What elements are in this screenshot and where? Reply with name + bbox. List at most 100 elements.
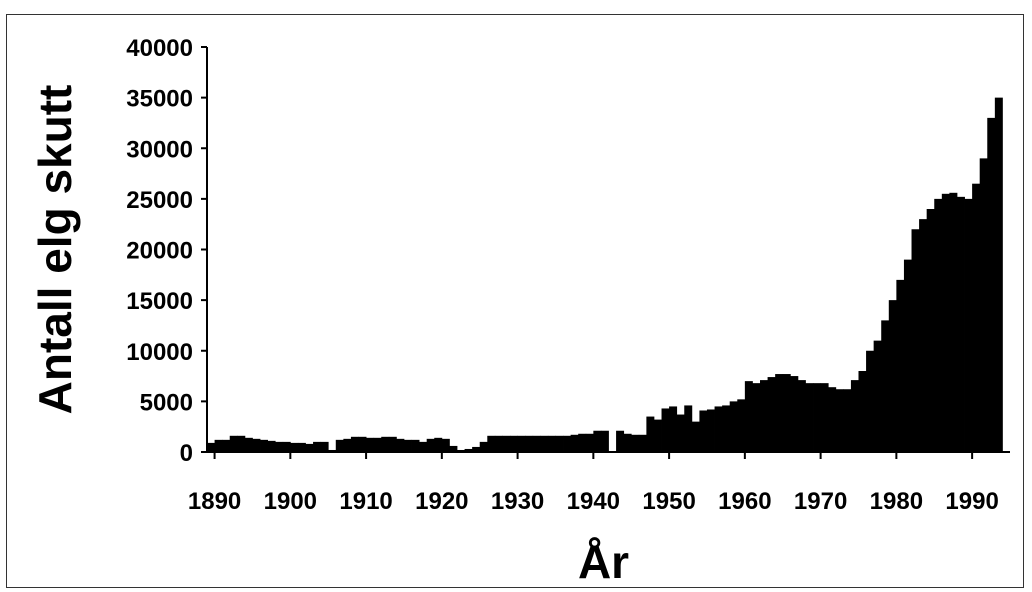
bar-1984: [926, 209, 935, 452]
bar-1985: [934, 198, 943, 453]
bar-1968: [805, 383, 814, 452]
bar-1936: [563, 435, 572, 452]
bar-1909: [358, 436, 367, 452]
bar-1928: [502, 435, 511, 452]
y-tick-label: 15000: [126, 288, 193, 315]
bar-1912: [381, 436, 390, 452]
bar-1992: [987, 117, 996, 453]
bar-1919: [434, 437, 443, 452]
bar-1941: [600, 430, 609, 452]
bar-1927: [494, 435, 503, 452]
bar-1957: [722, 405, 731, 452]
bar-1894: [244, 437, 253, 452]
bar-1977: [873, 340, 882, 453]
bar-1970: [820, 383, 829, 452]
bars-group: [207, 97, 1003, 453]
bar-1990: [972, 183, 981, 452]
bar-1965: [782, 374, 791, 452]
bar-1931: [525, 435, 534, 452]
bar-1987: [949, 192, 958, 453]
bar-1949: [661, 408, 670, 452]
y-ticks-group: 0 5000 10000 15000 20000 25000 30000 35000 40000: [126, 35, 207, 467]
bar-1914: [396, 438, 405, 452]
bar-1911: [373, 437, 382, 452]
bar-1993: [994, 97, 1003, 453]
x-tick-label: 1960: [718, 488, 771, 515]
bar-1961: [752, 383, 761, 452]
bar-1955: [706, 409, 715, 452]
bar-1974: [850, 380, 859, 452]
x-tick-label: 1970: [794, 488, 847, 515]
bar-1951: [676, 414, 685, 452]
y-tick-label: 5000: [140, 389, 193, 416]
bar-1891: [222, 439, 231, 452]
bar-1902: [305, 443, 314, 452]
bar-1896: [260, 439, 269, 452]
bar-1954: [699, 410, 708, 452]
bar-1952: [684, 405, 693, 452]
x-tick-label: 1900: [264, 488, 317, 515]
y-tick-label: 10000: [126, 339, 193, 366]
bar-1948: [653, 419, 662, 452]
bar-1978: [881, 320, 890, 453]
bar-1904: [320, 441, 329, 453]
x-axis-title: År: [578, 536, 629, 587]
bar-1924: [472, 446, 481, 452]
bar-chart: 0 5000 10000 15000 20000 25000 30000 35000 40000…: [29, 35, 1010, 587]
bar-1966: [790, 376, 799, 452]
bar-1895: [252, 438, 261, 452]
bar-1975: [858, 371, 867, 452]
bar-1907: [343, 438, 352, 452]
x-tick-label: 1980: [870, 488, 923, 515]
y-tick-label: 0: [180, 440, 193, 467]
y-tick-label: 25000: [126, 187, 193, 214]
bar-1929: [510, 435, 518, 452]
bar-1971: [828, 387, 837, 452]
bar-1964: [775, 374, 784, 452]
bar-1935: [555, 435, 564, 452]
bar-1973: [843, 389, 852, 452]
bar-1913: [388, 436, 397, 452]
bar-1988: [956, 196, 965, 452]
bar-1892: [229, 435, 238, 452]
bar-1972: [835, 389, 844, 452]
bar-1900: [290, 442, 299, 452]
bar-1934: [547, 435, 556, 452]
bar-1943: [616, 430, 625, 452]
bar-1932: [532, 435, 541, 452]
x-tick-label: 1930: [491, 488, 544, 515]
bar-1967: [797, 380, 806, 452]
x-tick-label: 1920: [415, 488, 468, 515]
bar-1947: [646, 416, 655, 452]
bar-1980: [896, 279, 905, 453]
bar-1899: [282, 441, 291, 453]
bar-1950: [669, 406, 678, 452]
bar-1923: [464, 448, 473, 452]
x-tick-label: 1990: [945, 488, 998, 515]
bar-1963: [767, 377, 776, 452]
y-tick-label: 40000: [126, 35, 193, 62]
bar-1958: [729, 401, 738, 453]
bar-1922: [456, 449, 465, 452]
bar-1921: [449, 445, 458, 452]
bar-1956: [714, 406, 723, 452]
bar-1893: [237, 435, 246, 452]
x-tick-label: 1910: [339, 488, 392, 515]
bar-1926: [487, 435, 496, 452]
bar-1991: [979, 158, 988, 453]
bar-1889: [207, 442, 215, 452]
bar-1925: [479, 441, 488, 453]
bar-1976: [866, 350, 875, 452]
bar-1938: [578, 433, 587, 452]
bar-1933: [540, 435, 549, 452]
bar-1939: [585, 433, 594, 452]
bar-1920: [441, 438, 450, 452]
bar-1969: [813, 383, 822, 452]
bar-1897: [267, 440, 276, 452]
bar-1915: [403, 439, 412, 452]
chart-frame: 0 5000 10000 15000 20000 25000 30000 35000 40000…: [6, 14, 1024, 588]
bar-1937: [570, 434, 579, 452]
x-tick-label: 1890: [188, 488, 241, 515]
bar-1979: [888, 300, 897, 453]
x-tick-label: 1950: [642, 488, 695, 515]
